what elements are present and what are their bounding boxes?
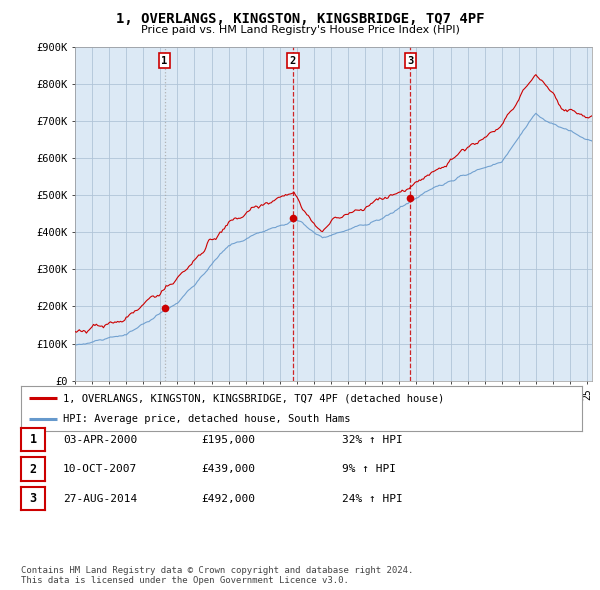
Text: 1: 1 (29, 433, 37, 446)
Text: £492,000: £492,000 (201, 494, 255, 503)
Text: 32% ↑ HPI: 32% ↑ HPI (342, 435, 403, 444)
Text: 24% ↑ HPI: 24% ↑ HPI (342, 494, 403, 503)
Text: 2: 2 (29, 463, 37, 476)
Text: 1, OVERLANGS, KINGSTON, KINGSBRIDGE, TQ7 4PF: 1, OVERLANGS, KINGSTON, KINGSBRIDGE, TQ7… (116, 12, 484, 26)
Text: 10-OCT-2007: 10-OCT-2007 (63, 464, 137, 474)
Text: Contains HM Land Registry data © Crown copyright and database right 2024.
This d: Contains HM Land Registry data © Crown c… (21, 566, 413, 585)
Text: £195,000: £195,000 (201, 435, 255, 444)
Text: Price paid vs. HM Land Registry's House Price Index (HPI): Price paid vs. HM Land Registry's House … (140, 25, 460, 35)
Text: 1: 1 (161, 55, 168, 65)
Text: 03-APR-2000: 03-APR-2000 (63, 435, 137, 444)
Text: £439,000: £439,000 (201, 464, 255, 474)
Text: 3: 3 (407, 55, 413, 65)
Text: 9% ↑ HPI: 9% ↑ HPI (342, 464, 396, 474)
Text: 1, OVERLANGS, KINGSTON, KINGSBRIDGE, TQ7 4PF (detached house): 1, OVERLANGS, KINGSTON, KINGSBRIDGE, TQ7… (63, 394, 445, 404)
Text: 3: 3 (29, 492, 37, 505)
Text: 27-AUG-2014: 27-AUG-2014 (63, 494, 137, 503)
Text: 2: 2 (290, 55, 296, 65)
Text: HPI: Average price, detached house, South Hams: HPI: Average price, detached house, Sout… (63, 414, 350, 424)
